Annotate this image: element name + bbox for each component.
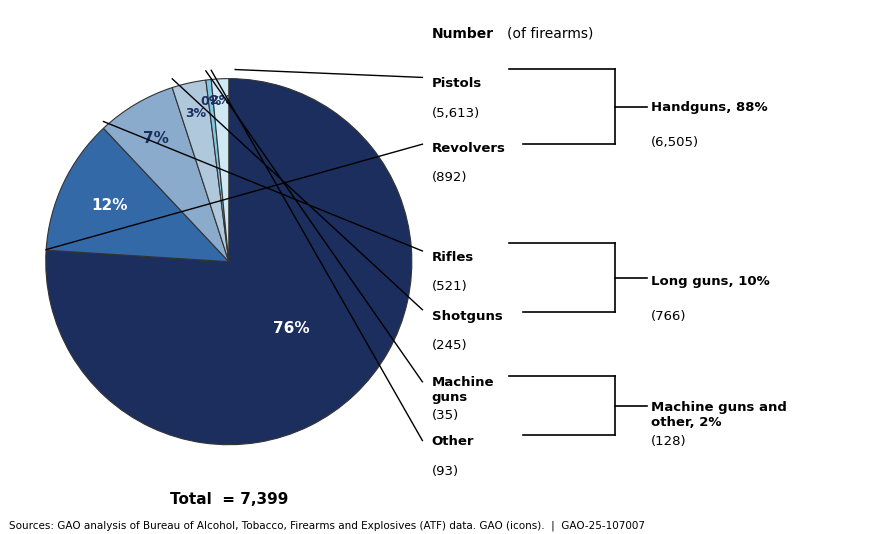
Text: 7%: 7% (143, 131, 169, 146)
Text: (766): (766) (651, 310, 686, 323)
Text: Machine
guns: Machine guns (431, 376, 494, 404)
Text: Other: Other (431, 435, 474, 448)
Text: 3%: 3% (185, 107, 206, 120)
Text: 0%: 0% (201, 95, 222, 108)
Text: 2%: 2% (210, 95, 231, 107)
Text: Machine guns and
other, 2%: Machine guns and other, 2% (651, 400, 787, 428)
Text: (128): (128) (651, 435, 686, 448)
Wedge shape (104, 88, 229, 262)
Text: (of firearms): (of firearms) (507, 27, 593, 41)
Wedge shape (211, 78, 229, 262)
Text: (93): (93) (431, 465, 458, 477)
Wedge shape (172, 80, 229, 262)
Text: Number: Number (431, 27, 494, 41)
Text: Sources: GAO analysis of Bureau of Alcohol, Tobacco, Firearms and Explosives (AT: Sources: GAO analysis of Bureau of Alcoh… (9, 521, 645, 531)
Text: (6,505): (6,505) (651, 136, 700, 149)
Text: (892): (892) (431, 171, 467, 184)
Text: Shotguns: Shotguns (431, 310, 502, 323)
Text: (5,613): (5,613) (431, 107, 480, 120)
Text: Long guns, 10%: Long guns, 10% (651, 275, 770, 288)
Text: Total  = 7,399: Total = 7,399 (170, 492, 288, 507)
Text: (35): (35) (431, 409, 458, 421)
Text: (245): (245) (431, 339, 467, 352)
Wedge shape (206, 80, 229, 262)
Text: 12%: 12% (92, 198, 128, 213)
Wedge shape (46, 78, 412, 445)
Wedge shape (46, 128, 229, 262)
Text: 76%: 76% (273, 321, 310, 336)
Text: (521): (521) (431, 280, 467, 293)
Text: Revolvers: Revolvers (431, 142, 505, 154)
Text: Handguns, 88%: Handguns, 88% (651, 101, 768, 114)
Text: Rifles: Rifles (431, 251, 473, 264)
Text: Pistols: Pistols (431, 77, 482, 90)
